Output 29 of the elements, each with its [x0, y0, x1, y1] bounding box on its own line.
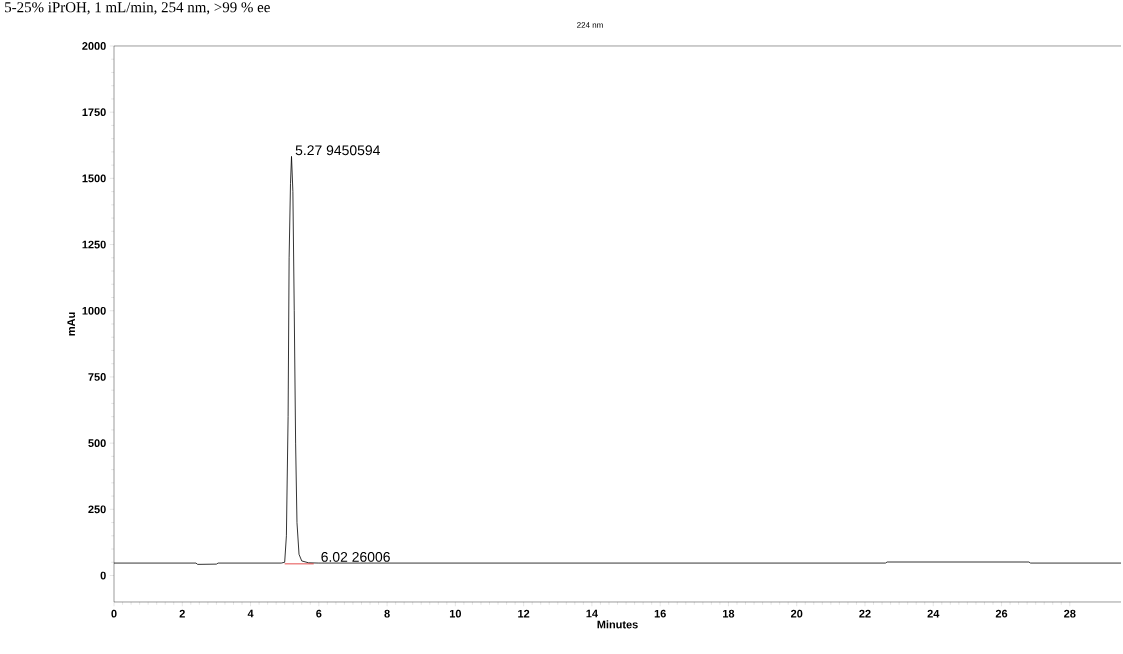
x-tick-label: 22 [859, 609, 871, 618]
x-tick-label: 12 [518, 609, 530, 618]
y-tick-label: 750 [88, 373, 106, 381]
x-tick-label: 2 [179, 609, 185, 618]
y-tick-label: 0 [100, 571, 106, 580]
x-tick-label: 18 [723, 609, 735, 618]
x-axis-title: Minutes [597, 620, 638, 629]
x-tick-label: 14 [586, 609, 598, 618]
annotation: 6.02 26006 [321, 551, 390, 562]
y-tick-label: 1250 [82, 240, 106, 249]
y-tick-label: 2000 [82, 42, 106, 50]
x-tick-label: 28 [1064, 609, 1076, 618]
x-tick-label: 16 [654, 609, 666, 618]
x-tick-label: 4 [247, 609, 254, 618]
x-tick-label: 26 [995, 609, 1008, 618]
y-axis-title: mAu [67, 312, 76, 336]
y-tick-label: 1000 [82, 306, 106, 315]
y-tick-label: 1500 [82, 174, 106, 183]
x-tick-label: 8 [384, 609, 390, 618]
x-tick-label: 10 [449, 609, 462, 618]
chart-title: 5-25% iPrOH, 1 mL/min, 254 nm, >99 % ee [5, 2, 270, 15]
x-tick-label: 6 [316, 609, 322, 618]
annotation: 5.27 9450594 [295, 145, 380, 156]
y-tick-label: 250 [88, 505, 106, 514]
y-tick-label: 500 [88, 439, 106, 448]
x-tick-label: 24 [927, 609, 940, 618]
x-tick-label: 0 [111, 609, 117, 618]
y-tick-label: 1750 [82, 108, 106, 117]
x-tick-label: 20 [791, 609, 803, 618]
